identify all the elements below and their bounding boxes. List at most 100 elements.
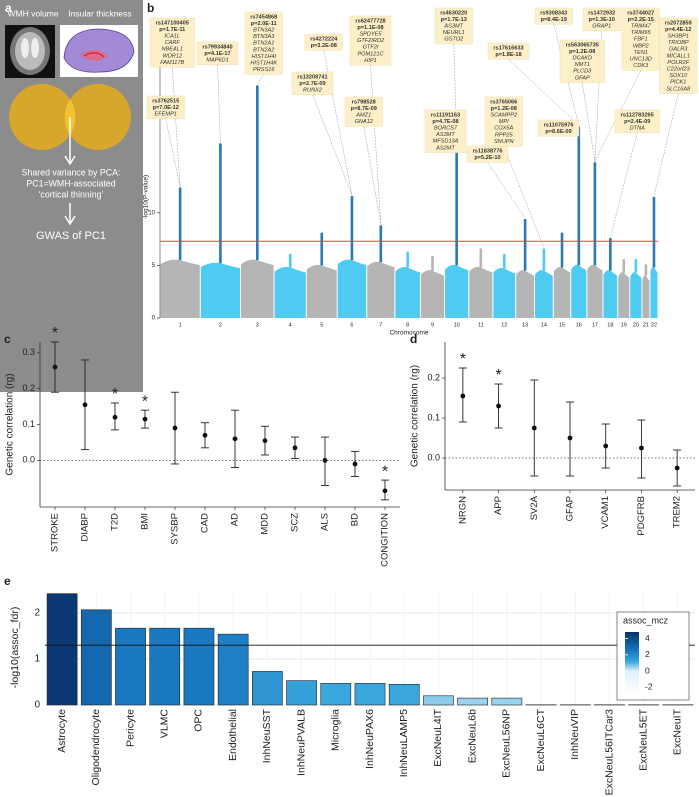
peak-top — [379, 225, 383, 228]
peak-top — [652, 196, 656, 200]
annotation-text: BTN3A2 — [253, 27, 275, 33]
annotation-box — [349, 15, 392, 66]
bar — [252, 671, 283, 706]
bulk-cloud — [395, 266, 420, 318]
annotation-text: GTF2I — [363, 45, 379, 51]
point — [232, 436, 238, 442]
peak-top — [219, 143, 222, 146]
annotation-text: EFEMP1 — [155, 111, 177, 117]
annotation-text: COX5A — [494, 126, 513, 132]
annotation-box — [582, 7, 621, 31]
x-tick-label: CAD — [200, 513, 211, 533]
annotation-text: PLCD3 — [573, 69, 592, 75]
x-tick-label: 19 — [621, 322, 627, 328]
x-tick-label: 2 — [219, 322, 222, 328]
annotation-text: p=5.2E-10 — [474, 155, 500, 161]
bar — [183, 627, 215, 706]
x-tick-label: InhNeuPAX6 — [364, 709, 376, 769]
annotation-text: DTNA — [630, 125, 645, 131]
y-tick-label: 2 — [34, 608, 40, 619]
x-tick-label: 17 — [592, 322, 598, 328]
x-tick-label: SYSBP — [170, 513, 181, 545]
point — [567, 435, 573, 441]
annotation-box — [244, 11, 283, 75]
annotation-box — [434, 7, 473, 45]
leader-line — [610, 132, 638, 238]
annotation-text: p=3.2E-08 — [311, 43, 337, 49]
y-axis-label: Genetic correlation (rg) — [410, 365, 421, 467]
annotation-text: MICALL1 — [667, 53, 690, 59]
leader-line — [653, 93, 679, 197]
x-tick-label: TREM2 — [672, 496, 683, 528]
point — [202, 432, 208, 438]
peak — [219, 144, 222, 264]
leader-line — [370, 65, 382, 225]
point — [292, 445, 298, 451]
x-tick-label: 14 — [541, 322, 547, 328]
bulk-cloud — [618, 272, 630, 318]
annotation-text: HIP1 — [364, 58, 376, 64]
annotation-box — [534, 7, 573, 25]
peak — [406, 252, 409, 268]
annotation-text: rs2072859 — [665, 20, 692, 26]
x-tick-label: 3 — [256, 322, 259, 328]
x-tick-label: ALS — [320, 513, 331, 531]
bulk-cloud — [535, 270, 553, 318]
annotation-text: p=7.0E-12 — [153, 105, 179, 111]
result-text: GWAS of PC1 — [36, 230, 106, 242]
annotation-text: BTN3A3 — [253, 34, 275, 40]
annotation-text: rs11075976 — [544, 122, 574, 128]
peak — [455, 141, 458, 266]
peak-top — [178, 187, 182, 190]
annotation-text: TRIM47 — [631, 23, 652, 29]
annotation-text: TEN1 — [634, 50, 648, 56]
x-tick-label: 1 — [179, 322, 182, 328]
y-tick-label: 0 — [34, 700, 40, 711]
significance-star: * — [112, 386, 118, 403]
x-tick-label: BMI — [140, 513, 151, 530]
y-tick-label: 1 — [34, 654, 40, 665]
annotation-text: PRSS16 — [253, 67, 275, 73]
annotation-text: SNUPN — [494, 139, 515, 145]
peak — [350, 197, 354, 261]
x-tick-label: DIABP — [80, 513, 91, 542]
x-tick-label: InhNeuSST — [261, 708, 273, 763]
peak-top — [479, 248, 483, 251]
annotation-text: p=4.1E-17 — [204, 51, 230, 57]
y-tick-label: 0.0 — [22, 455, 35, 465]
annotation-text: rs4272224 — [310, 36, 338, 42]
y-axis-label: Genetic correlation (rg) — [5, 373, 16, 475]
annotation-text: SH3BP1 — [668, 33, 689, 39]
bulk-cloud — [516, 270, 535, 318]
leader-line — [257, 74, 264, 85]
y-tick-label: 0.0 — [427, 452, 440, 462]
x-tick-label: PDGFRB — [636, 496, 647, 536]
x-tick-label: MDD — [260, 513, 271, 535]
bar — [286, 680, 317, 706]
annotation-text: AS3MT — [435, 132, 455, 138]
panel-label: b — [147, 1, 154, 15]
leader-line — [594, 70, 641, 162]
annotation-text: CARF — [165, 40, 181, 46]
bulk-cloud — [274, 266, 306, 318]
annotation-text: p=2.0E-11 — [251, 21, 277, 27]
annotation-box — [149, 17, 195, 68]
panel-label: c — [4, 332, 11, 346]
bulk-cloud — [445, 264, 469, 318]
bar — [80, 609, 112, 706]
peak — [622, 260, 626, 273]
x-tick-label: InhNeuVIP — [569, 709, 581, 760]
annotation-text: TRIM65 — [631, 30, 652, 36]
color-tick-label: -2 — [645, 682, 653, 692]
annotation-text: POM121C — [357, 51, 384, 57]
peak-top — [634, 258, 638, 262]
x-tick-label: 4 — [289, 322, 292, 328]
point — [82, 402, 88, 408]
annotation-text: NMT1 — [575, 62, 590, 68]
annotation-text: TRIOBP — [668, 40, 689, 46]
bulk-cloud — [241, 259, 274, 318]
point — [460, 393, 466, 399]
peak-top — [406, 251, 409, 255]
annotation-text: p=1.2E-08 — [491, 106, 517, 112]
